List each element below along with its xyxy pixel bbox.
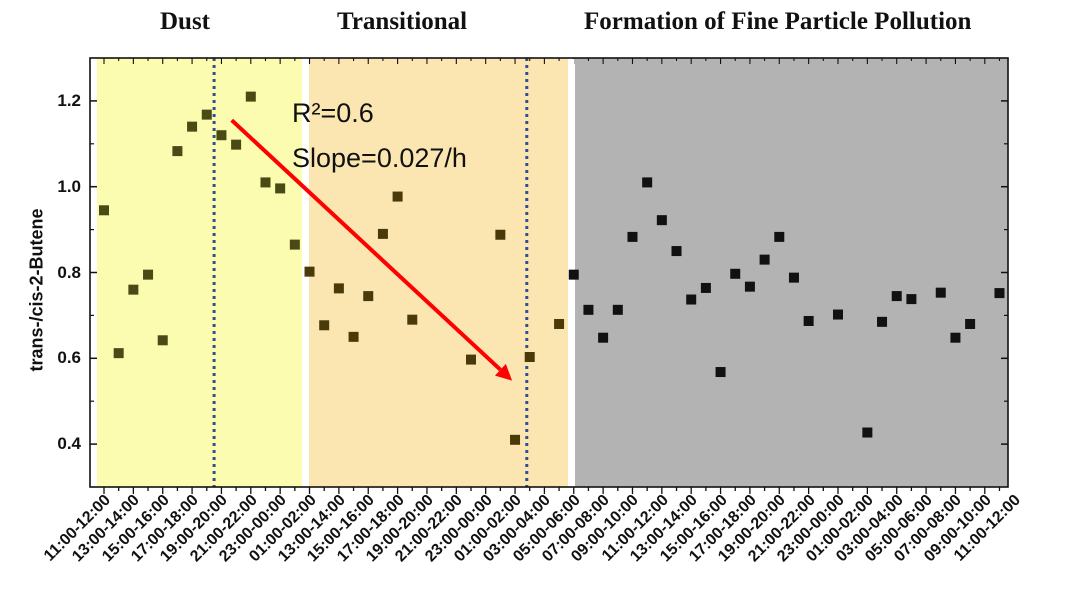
data-point: [187, 121, 198, 132]
data-point: [348, 331, 359, 342]
period-region-0: [97, 58, 302, 487]
annotation-r-squared: R²=0.6: [292, 98, 374, 128]
annotation-slope: Slope=0.027/h: [292, 143, 467, 173]
data-point: [245, 91, 256, 102]
data-point: [583, 304, 594, 315]
data-point: [157, 335, 168, 346]
data-point: [994, 288, 1005, 299]
data-point: [906, 294, 917, 305]
data-point: [759, 254, 770, 265]
data-point: [715, 367, 726, 378]
data-point: [407, 314, 418, 325]
data-point: [891, 291, 902, 302]
data-point: [700, 282, 711, 293]
data-point: [833, 309, 843, 320]
data-point: [730, 268, 741, 279]
data-point: [803, 315, 814, 326]
data-point: [99, 205, 109, 216]
data-point: [686, 294, 697, 305]
y-tick-label: 1.0: [57, 176, 81, 196]
data-point: [363, 291, 374, 302]
data-point: [304, 266, 315, 277]
data-point: [143, 269, 154, 280]
data-point: [568, 269, 579, 280]
data-point: [642, 177, 653, 188]
data-point: [113, 348, 124, 359]
period-title-transitional: Transitional: [337, 8, 468, 35]
data-point: [935, 287, 946, 298]
period-title-dust: Dust: [160, 8, 211, 35]
data-point: [788, 272, 799, 283]
period-region-1: [309, 58, 568, 487]
data-point: [289, 239, 300, 250]
data-point: [333, 283, 344, 294]
data-point: [260, 177, 271, 188]
y-tick-label: 0.8: [57, 262, 81, 282]
data-point: [466, 354, 476, 365]
data-point: [128, 284, 139, 295]
data-point: [612, 304, 623, 315]
data-point: [656, 215, 667, 226]
data-point: [554, 318, 565, 329]
data-point: [671, 246, 682, 257]
data-point: [744, 281, 755, 292]
data-point: [319, 320, 330, 331]
period-region-2: [575, 58, 1008, 487]
data-point: [862, 427, 873, 438]
data-point: [172, 146, 183, 157]
data-point: [965, 318, 976, 329]
data-point: [627, 231, 638, 242]
trend-arrow-line: [230, 118, 502, 372]
data-point: [275, 183, 286, 194]
data-point: [510, 434, 521, 445]
trend-arrow-head: [494, 363, 513, 381]
data-point: [201, 109, 212, 120]
data-point: [524, 352, 535, 363]
data-point: [774, 231, 785, 242]
y-tick-label: 1.2: [57, 90, 81, 110]
y-tick-label: 0.6: [57, 348, 81, 368]
data-point: [231, 139, 242, 150]
y-tick-label: 0.4: [57, 434, 81, 454]
period-title-pollution: Formation of Fine Particle Pollution: [584, 8, 972, 35]
y-axis-label: trans-/cis-2-Butene: [26, 208, 47, 372]
data-point: [216, 130, 227, 141]
data-point: [598, 332, 609, 343]
data-point: [877, 316, 888, 327]
data-point: [392, 191, 403, 202]
data-point: [950, 332, 961, 343]
data-point: [377, 228, 388, 239]
data-point: [495, 229, 506, 240]
